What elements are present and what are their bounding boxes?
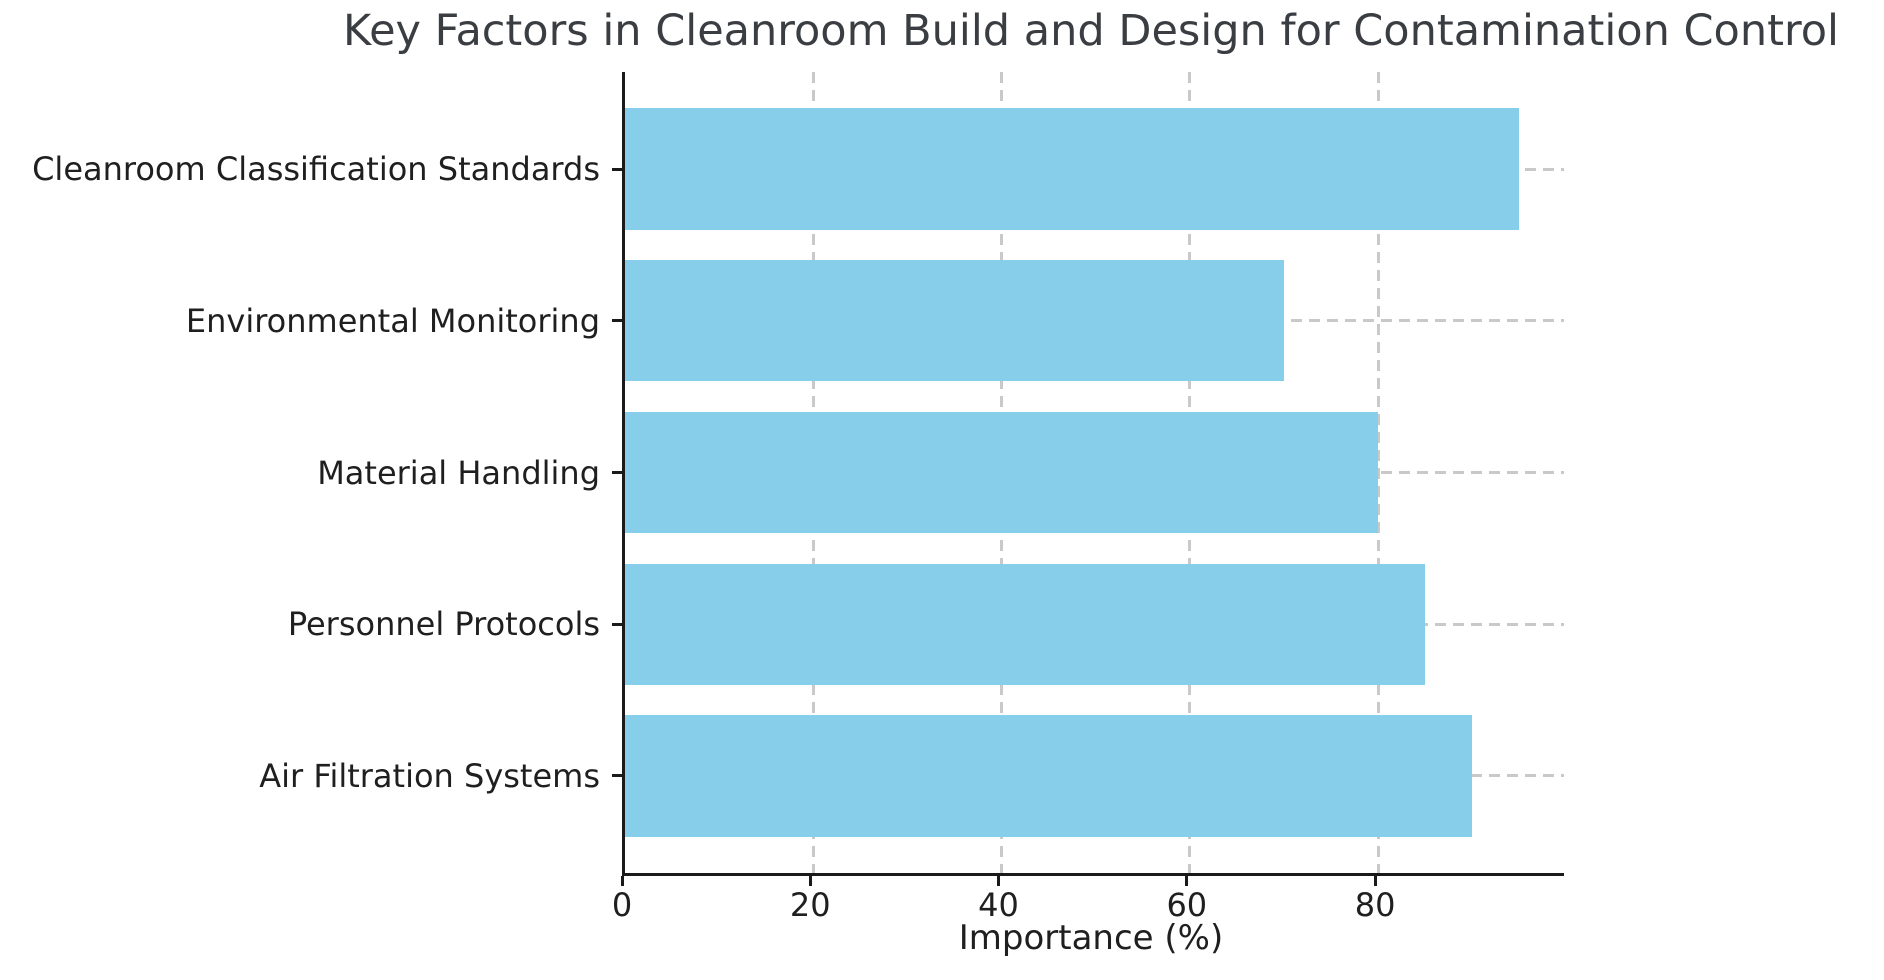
x-tick-label-40: 40: [978, 886, 1019, 924]
chart-title: Key Factors in Cleanroom Build and Desig…: [343, 6, 1839, 56]
bar-cleanroom-classification-standards: [625, 108, 1520, 230]
x-axis-label: Importance (%): [958, 918, 1224, 958]
x-tick-label-20: 20: [789, 886, 831, 924]
y-tick-mark-environmental-monitoring: [612, 319, 622, 323]
x-tick-label-0: 0: [611, 886, 633, 924]
y-tick-mark-cleanroom-classification-standards: [612, 167, 622, 171]
bar-air-filtration-systems: [625, 715, 1473, 837]
y-tick-label-material-handling: Material Handling: [317, 453, 600, 492]
bar-environmental-monitoring: [625, 260, 1284, 382]
x-tick-mark-40: [997, 876, 1001, 886]
y-tick-mark-material-handling: [612, 471, 622, 474]
x-tick-mark-80: [1373, 876, 1377, 886]
x-tick-mark-0: [620, 876, 624, 886]
x-tick-label-80: 80: [1354, 886, 1396, 924]
x-tick-mark-20: [808, 876, 812, 886]
bar-material-handling: [625, 411, 1379, 534]
y-tick-mark-air-filtration-systems: [612, 774, 622, 778]
bar-personnel-protocols: [625, 563, 1426, 685]
y-tick-label-environmental-monitoring: Environmental Monitoring: [185, 301, 600, 340]
x-tick-mark-60: [1185, 876, 1189, 886]
y-tick-label-personnel-protocols: Personnel Protocols: [287, 605, 600, 644]
y-tick-mark-personnel-protocols: [612, 622, 622, 626]
plot-area: [622, 72, 1564, 876]
y-tick-label-air-filtration-systems: Air Filtration Systems: [259, 756, 600, 795]
y-tick-label-cleanroom-classification-standards: Cleanroom Classification Standards: [32, 150, 600, 189]
x-tick-label-60: 60: [1166, 886, 1208, 924]
